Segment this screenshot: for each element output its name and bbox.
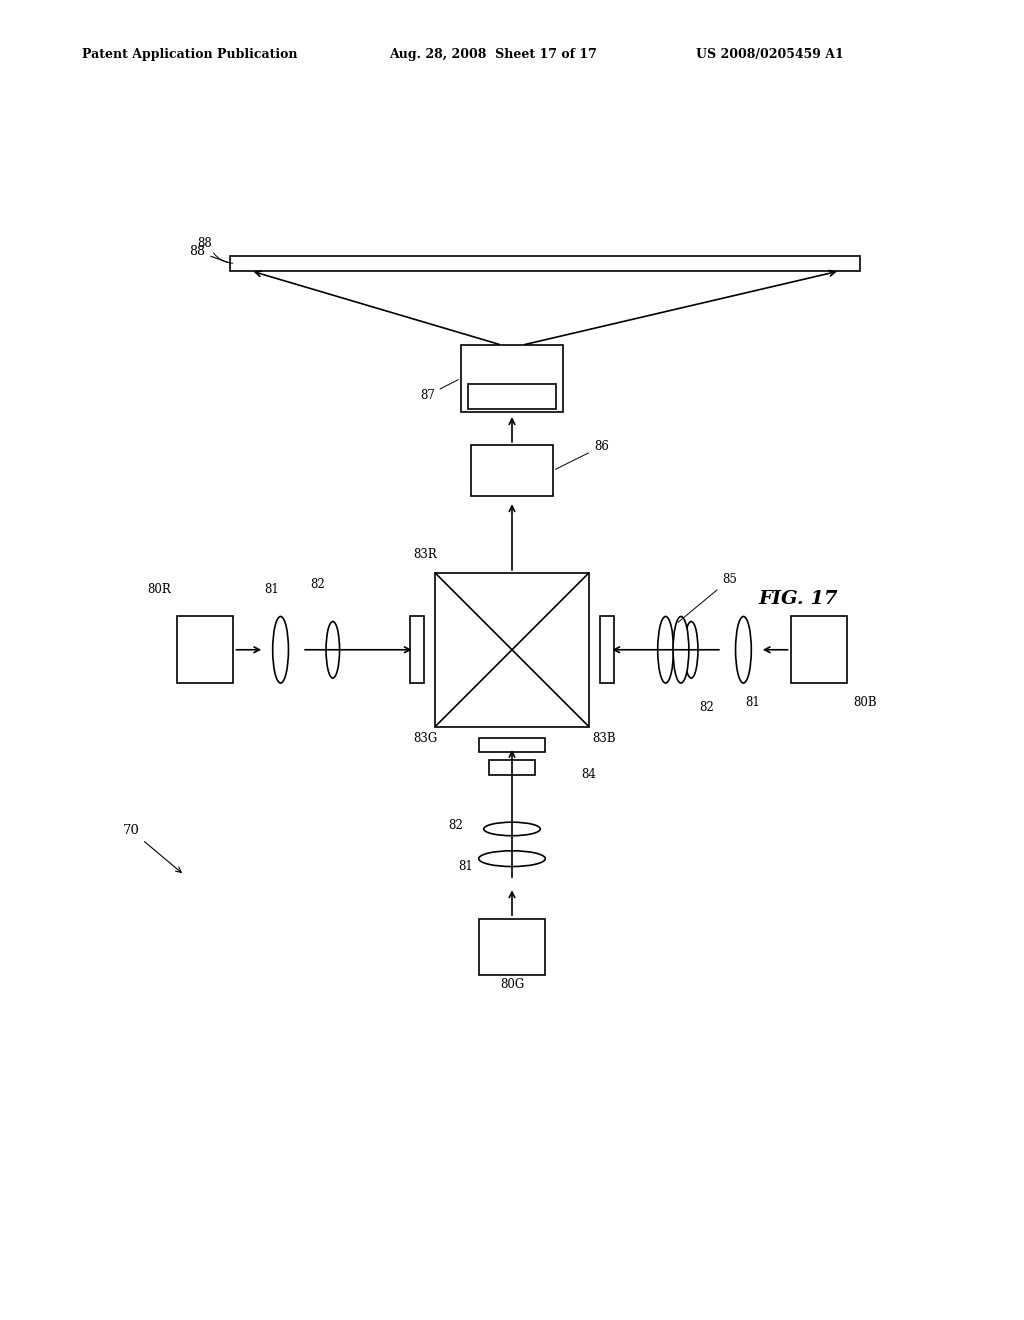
Text: 81: 81 xyxy=(459,859,473,873)
Ellipse shape xyxy=(272,616,289,682)
Text: 82: 82 xyxy=(310,578,325,591)
Bar xyxy=(469,384,555,409)
Bar xyxy=(410,616,424,682)
FancyBboxPatch shape xyxy=(177,616,233,682)
Ellipse shape xyxy=(483,822,541,836)
Text: 80B: 80B xyxy=(853,696,878,709)
Bar xyxy=(489,760,536,775)
Text: 84: 84 xyxy=(582,768,596,780)
Text: 82: 82 xyxy=(449,818,463,832)
Text: 88: 88 xyxy=(189,246,227,263)
Text: 85: 85 xyxy=(678,573,737,623)
Text: 81: 81 xyxy=(745,696,760,709)
FancyBboxPatch shape xyxy=(479,919,545,975)
Bar xyxy=(600,616,614,682)
Bar xyxy=(230,256,860,271)
Bar xyxy=(479,738,545,752)
Text: 83B: 83B xyxy=(592,731,616,744)
Text: 80G: 80G xyxy=(500,978,524,991)
Bar xyxy=(471,445,553,496)
Text: 83G: 83G xyxy=(413,731,437,744)
Ellipse shape xyxy=(479,851,545,866)
Ellipse shape xyxy=(673,616,689,682)
Text: 83R: 83R xyxy=(413,548,437,561)
Text: US 2008/0205459 A1: US 2008/0205459 A1 xyxy=(696,48,844,61)
Text: 87: 87 xyxy=(420,380,459,401)
Text: Aug. 28, 2008  Sheet 17 of 17: Aug. 28, 2008 Sheet 17 of 17 xyxy=(389,48,597,61)
FancyBboxPatch shape xyxy=(792,616,848,682)
Text: 88: 88 xyxy=(198,238,212,251)
Bar xyxy=(461,345,563,412)
Text: 86: 86 xyxy=(555,440,609,470)
Text: 70: 70 xyxy=(123,824,181,873)
Text: 81: 81 xyxy=(264,583,279,597)
Ellipse shape xyxy=(684,622,698,678)
Ellipse shape xyxy=(326,622,340,678)
Text: 80R: 80R xyxy=(146,583,171,597)
Ellipse shape xyxy=(735,616,752,682)
Bar xyxy=(435,573,589,726)
Text: FIG. 17: FIG. 17 xyxy=(759,590,839,607)
Text: 82: 82 xyxy=(699,701,714,714)
Text: Patent Application Publication: Patent Application Publication xyxy=(82,48,297,61)
Ellipse shape xyxy=(657,616,674,682)
